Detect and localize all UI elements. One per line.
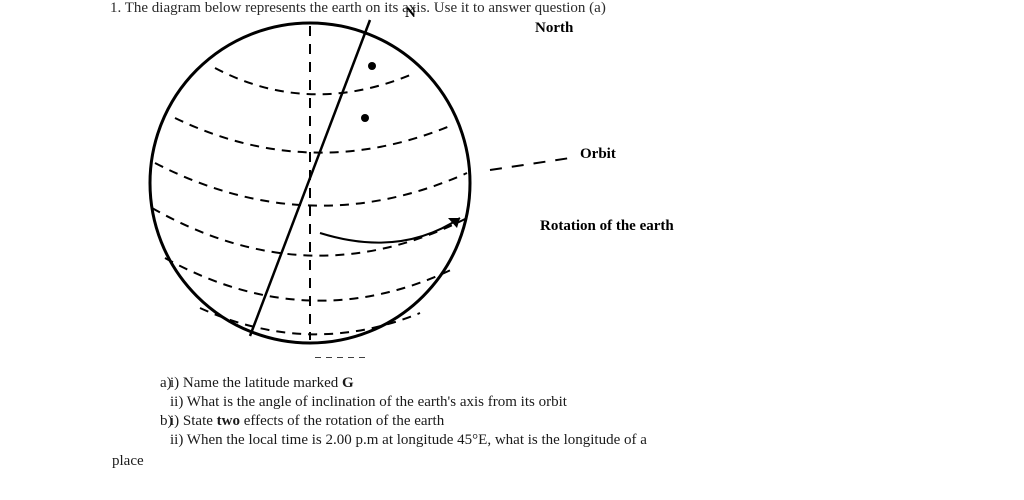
diagram-svg (140, 8, 740, 358)
text-a-i: i) Name the latitude marked G (170, 375, 940, 392)
a-i-label: i) Name the latitude marked G (170, 375, 354, 391)
text-a-ii: ii) What is the angle of inclination of … (170, 394, 940, 411)
n-letter-label: N (405, 5, 416, 22)
question-block: a) i) Name the latitude marked G ii) Wha… (110, 375, 940, 470)
text-b-ii: ii) When the local time is 2.00 p.m at l… (170, 432, 940, 449)
earth-diagram: N North Orbit Rotation of the earth (140, 8, 740, 358)
letter-b: b) (110, 413, 170, 430)
orbit-label: Orbit (580, 146, 616, 163)
question-b-ii: ii) When the local time is 2.00 p.m at l… (110, 432, 940, 449)
place-continuation: place (110, 453, 940, 470)
question-a-ii: ii) What is the angle of inclination of … (110, 394, 940, 411)
rotation-label: Rotation of the earth (540, 218, 674, 235)
question-a-i: a) i) Name the latitude marked G (110, 375, 940, 392)
north-label: North (535, 20, 573, 37)
letter-a: a) (110, 375, 170, 392)
b-i-label: i) State two effects of the rotation of … (170, 413, 444, 429)
question-b-i: b) i) State two effects of the rotation … (110, 413, 940, 430)
text-b-i: i) State two effects of the rotation of … (170, 413, 940, 430)
